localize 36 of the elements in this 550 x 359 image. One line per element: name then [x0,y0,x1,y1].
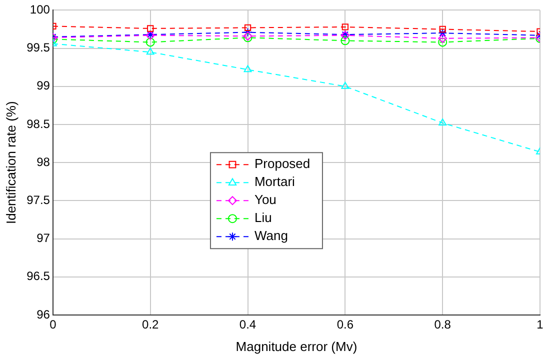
x-axis-title: Magnitude error (Mv) [236,338,358,354]
point [244,24,252,32]
x-tick-label: 1 [536,318,544,332]
legend-label: Mortari [254,174,296,190]
point [341,82,350,89]
point [438,28,448,38]
legend-label: You [254,192,276,208]
point [340,36,350,46]
y-tick-label: 98.5 [26,116,50,131]
legend-label: Proposed [254,156,310,172]
point [342,24,349,30]
y-tick-label: 96 [36,307,50,322]
x-tick-label: 0.4 [239,318,256,332]
point [146,38,155,47]
y-tick-label: 97.5 [26,193,50,208]
point [438,38,448,47]
point [243,28,252,37]
legend-label: Liu [254,210,272,226]
y-tick-label: 98 [36,154,50,169]
y-tick-label: 97 [36,231,50,246]
point [244,65,252,72]
point [146,48,154,55]
legend-label: Wang [254,228,288,244]
point [147,25,154,32]
y-axis-title: Identification rate (%) [3,101,18,224]
x-tick-label: 0 [50,318,57,332]
x-tick-label: 0.8 [434,318,452,332]
point [439,26,446,33]
y-tick-label: 99.5 [26,40,50,55]
x-tick-label: 0.2 [142,318,160,332]
point [438,34,448,43]
y-tick-label: 100 [30,2,50,17]
point [438,118,447,126]
y-tick-label: 96.5 [26,269,50,284]
x-tick-label: 0.6 [336,318,354,332]
y-tick-label: 99 [36,78,50,93]
